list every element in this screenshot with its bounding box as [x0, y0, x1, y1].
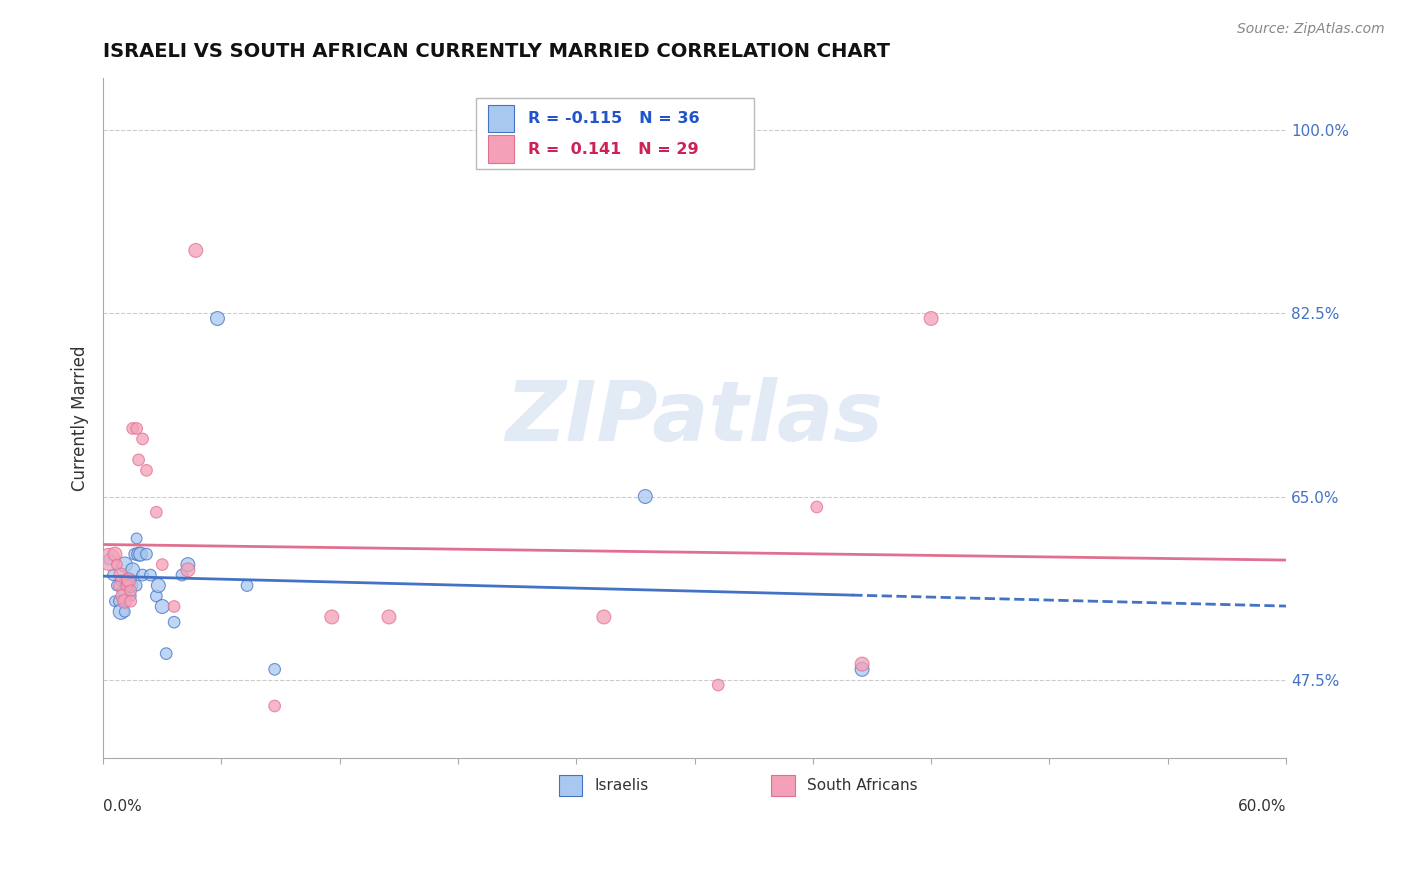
Point	[155, 647, 177, 661]
Point	[170, 568, 193, 582]
Text: Source: ZipAtlas.com: Source: ZipAtlas.com	[1237, 22, 1385, 37]
Point	[115, 578, 138, 592]
Point	[105, 578, 128, 592]
Point	[110, 574, 132, 588]
Point	[851, 662, 873, 676]
Point	[145, 589, 167, 603]
Point	[634, 490, 657, 504]
FancyBboxPatch shape	[475, 98, 754, 169]
Point	[128, 547, 150, 561]
Point	[145, 505, 167, 519]
Point	[177, 563, 200, 577]
Point	[150, 558, 173, 572]
Point	[378, 610, 401, 624]
Point	[207, 311, 229, 326]
Point	[148, 578, 170, 592]
Text: R = -0.115   N = 36: R = -0.115 N = 36	[527, 111, 699, 126]
Point	[163, 615, 186, 630]
Point	[118, 578, 141, 592]
Point	[120, 594, 142, 608]
Point	[118, 574, 141, 588]
FancyBboxPatch shape	[488, 136, 513, 162]
Point	[104, 547, 127, 561]
Point	[131, 432, 153, 446]
FancyBboxPatch shape	[488, 105, 513, 132]
Point	[163, 599, 186, 614]
Point	[920, 311, 942, 326]
Point	[135, 547, 157, 561]
Point	[104, 594, 127, 608]
Text: ZIPatlas: ZIPatlas	[506, 377, 883, 458]
Point	[806, 500, 828, 514]
Text: 0.0%: 0.0%	[103, 799, 142, 814]
Point	[105, 558, 128, 572]
Point	[110, 605, 132, 619]
Point	[118, 574, 141, 588]
Point	[236, 578, 259, 592]
Point	[125, 532, 148, 546]
Point	[125, 578, 148, 592]
Point	[184, 244, 207, 258]
Point	[707, 678, 730, 692]
Text: South Africans: South Africans	[807, 778, 918, 793]
Point	[851, 657, 873, 671]
Point	[129, 547, 152, 561]
FancyBboxPatch shape	[558, 775, 582, 796]
Point	[101, 568, 124, 582]
Point	[114, 558, 136, 572]
Point	[321, 610, 343, 624]
Point	[98, 552, 121, 566]
Text: Israelis: Israelis	[593, 778, 648, 793]
Point	[108, 594, 131, 608]
Point	[115, 574, 138, 588]
Point	[120, 578, 142, 592]
Point	[139, 568, 162, 582]
Point	[177, 558, 200, 572]
Point	[114, 594, 136, 608]
FancyBboxPatch shape	[772, 775, 794, 796]
Point	[128, 453, 150, 467]
Point	[135, 463, 157, 477]
Point	[263, 662, 285, 676]
Text: R =  0.141   N = 29: R = 0.141 N = 29	[527, 142, 699, 157]
Point	[124, 547, 146, 561]
Y-axis label: Currently Married: Currently Married	[72, 345, 89, 491]
Point	[120, 589, 142, 603]
Text: 60.0%: 60.0%	[1237, 799, 1286, 814]
Point	[98, 552, 121, 566]
Point	[592, 610, 614, 624]
Point	[121, 563, 143, 577]
Point	[111, 589, 134, 603]
Point	[108, 578, 131, 592]
Point	[150, 599, 173, 614]
Point	[125, 421, 148, 435]
Point	[121, 421, 143, 435]
Point	[120, 583, 142, 598]
Point	[114, 605, 136, 619]
Point	[263, 698, 285, 713]
Point	[110, 568, 132, 582]
Point	[111, 583, 134, 598]
Text: ISRAELI VS SOUTH AFRICAN CURRENTLY MARRIED CORRELATION CHART: ISRAELI VS SOUTH AFRICAN CURRENTLY MARRI…	[103, 42, 890, 61]
Point	[131, 568, 153, 582]
